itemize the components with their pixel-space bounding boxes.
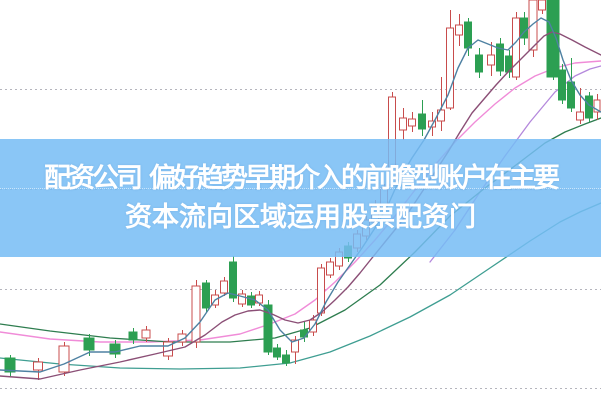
candle-up — [512, 17, 520, 78]
candle-down — [128, 331, 138, 341]
headline-line-1: 配资公司 偏好趋势早期介入的前瞻型账户在主要 — [43, 163, 560, 193]
candle-up — [455, 24, 463, 36]
ma-maroon — [0, 31, 601, 380]
candle-up — [326, 261, 334, 276]
candle-up — [291, 339, 299, 353]
candle-up — [141, 329, 151, 339]
candle-up — [238, 293, 246, 305]
candle-down — [273, 347, 281, 358]
candle-down — [282, 354, 290, 364]
candle-down — [496, 43, 504, 72]
candle-up — [593, 99, 601, 113]
candle-down — [475, 54, 483, 73]
candle-down — [567, 81, 575, 109]
candle-up — [399, 117, 407, 131]
candle-up — [163, 341, 173, 357]
candle-up — [33, 361, 43, 371]
candle-up — [528, 0, 538, 51]
headline-line-2: 资本流向区域运用股票配资门 — [125, 202, 476, 232]
candle-up — [220, 280, 228, 294]
headline-banner: 配资公司 偏好趋势早期介入的前瞻型账户在主要 资本流向区域运用股票配资门 — [0, 139, 601, 257]
gridline-through-banner — [0, 188, 601, 189]
candle-up — [446, 27, 454, 109]
candle-up — [177, 333, 187, 343]
candle-up — [191, 285, 201, 343]
candle-down — [109, 343, 121, 355]
candle-up — [538, 0, 546, 11]
candle-down — [505, 55, 513, 73]
candle-up — [58, 345, 70, 373]
candle-down — [4, 357, 16, 373]
candle-down — [418, 113, 426, 130]
candle-down — [83, 337, 95, 351]
candle-down — [263, 304, 273, 353]
candle-down — [464, 21, 472, 49]
candle-down — [229, 261, 237, 299]
candle-down — [558, 69, 566, 101]
candle-down — [202, 282, 210, 309]
candle-up — [576, 111, 584, 121]
candle-up — [408, 118, 416, 127]
candle-down — [546, 0, 560, 78]
candle-down — [247, 295, 255, 306]
candle-up — [487, 54, 495, 66]
